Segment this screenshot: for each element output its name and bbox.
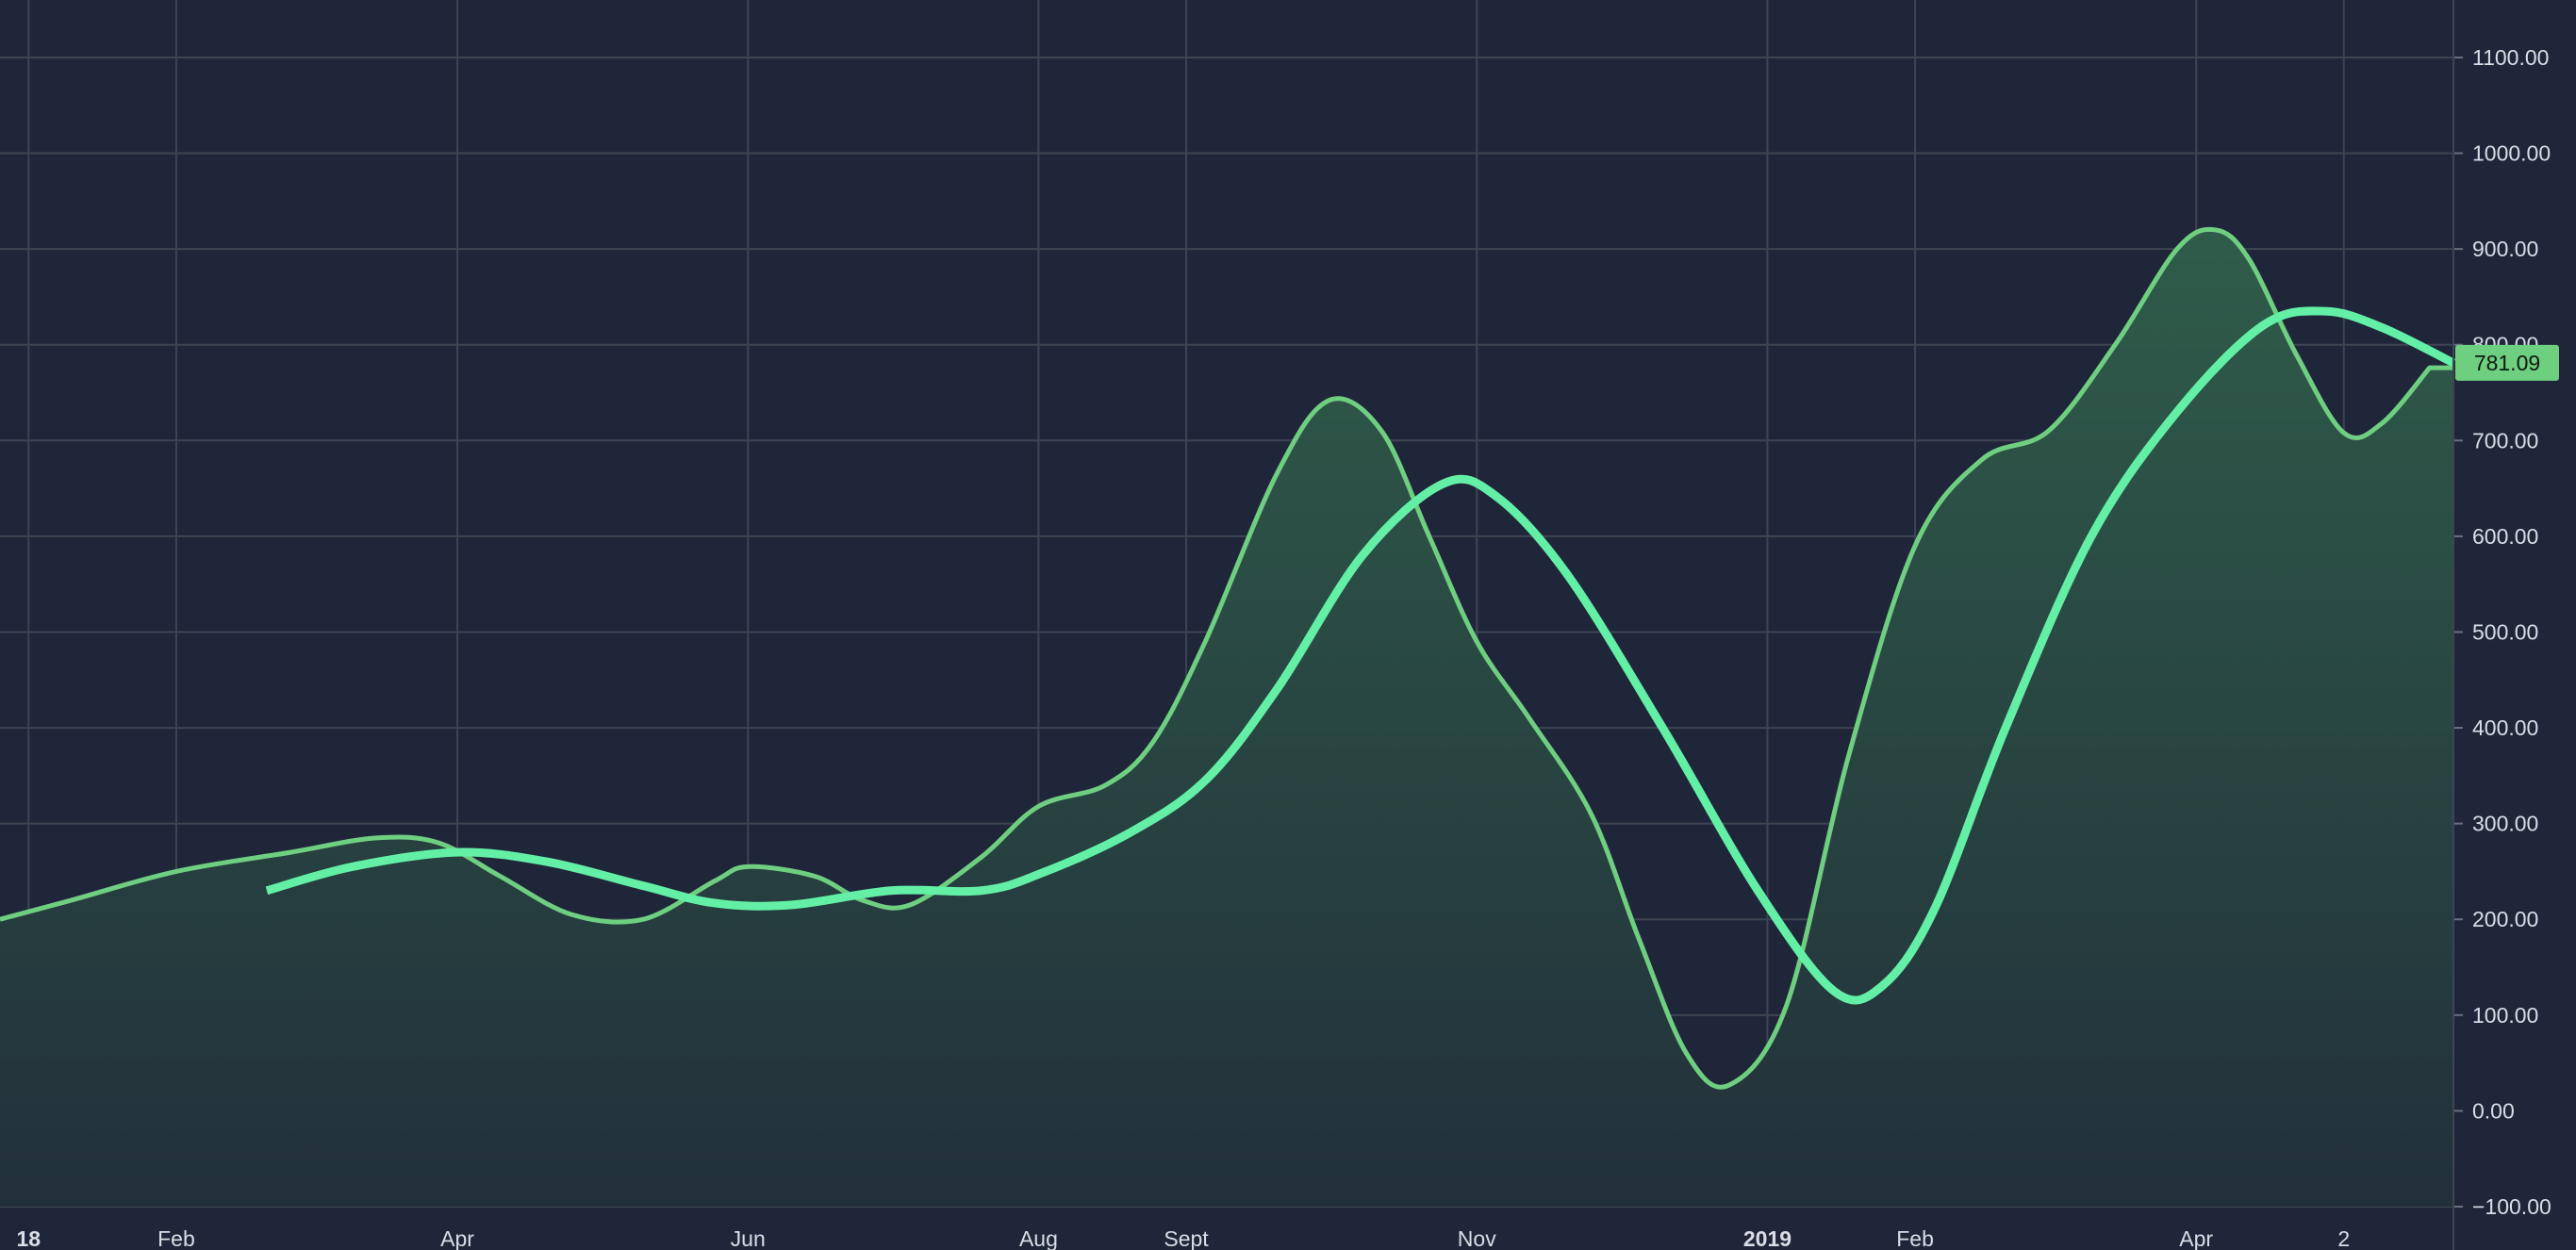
x-axis: 18 Feb Apr Jun Aug Sept Nov 2019 Feb Apr 2 xyxy=(17,1226,2351,1250)
x-tick-label: Nov xyxy=(1458,1226,1496,1250)
line-series xyxy=(265,306,2456,1005)
y-tick-label: −100.00 xyxy=(2472,1194,2551,1219)
y-tick-label: 200.00 xyxy=(2472,907,2538,931)
last-value-label: 781.09 xyxy=(2455,344,2559,381)
moving-average-line xyxy=(265,306,2456,1005)
x-tick-label: Feb xyxy=(1896,1226,1934,1250)
x-tick-label: 2019 xyxy=(1743,1226,1792,1250)
axis-background xyxy=(2453,0,2576,1250)
x-tick-label: Feb xyxy=(157,1226,195,1250)
y-tick-label: 900.00 xyxy=(2472,237,2538,261)
x-tick-label: 2 xyxy=(2337,1226,2350,1250)
x-tick-label: Aug xyxy=(1019,1226,1058,1250)
area-series xyxy=(0,226,2453,1207)
y-tick-label: 0.00 xyxy=(2472,1098,2515,1123)
area-fill xyxy=(0,229,2453,1207)
y-tick-label: 500.00 xyxy=(2472,619,2538,644)
y-tick-label: 1100.00 xyxy=(2472,45,2549,70)
x-tick-label: Apr xyxy=(2179,1226,2213,1250)
y-tick-label: 400.00 xyxy=(2472,715,2538,740)
y-tick-label: 1000.00 xyxy=(2472,141,2551,166)
x-tick-label: 18 xyxy=(17,1226,41,1250)
x-tick-label: Apr xyxy=(440,1226,474,1250)
y-tick-label: 100.00 xyxy=(2472,1003,2538,1028)
x-tick-label: Sept xyxy=(1164,1226,1209,1250)
y-tick-label: 600.00 xyxy=(2472,524,2538,549)
y-tick-label: 700.00 xyxy=(2472,428,2538,452)
last-value-text: 781.09 xyxy=(2474,351,2540,375)
y-tick-label: 300.00 xyxy=(2472,812,2538,836)
area-series-line xyxy=(0,226,2453,1090)
last-value-badge xyxy=(2455,344,2559,381)
x-tick-label: Jun xyxy=(731,1226,766,1250)
